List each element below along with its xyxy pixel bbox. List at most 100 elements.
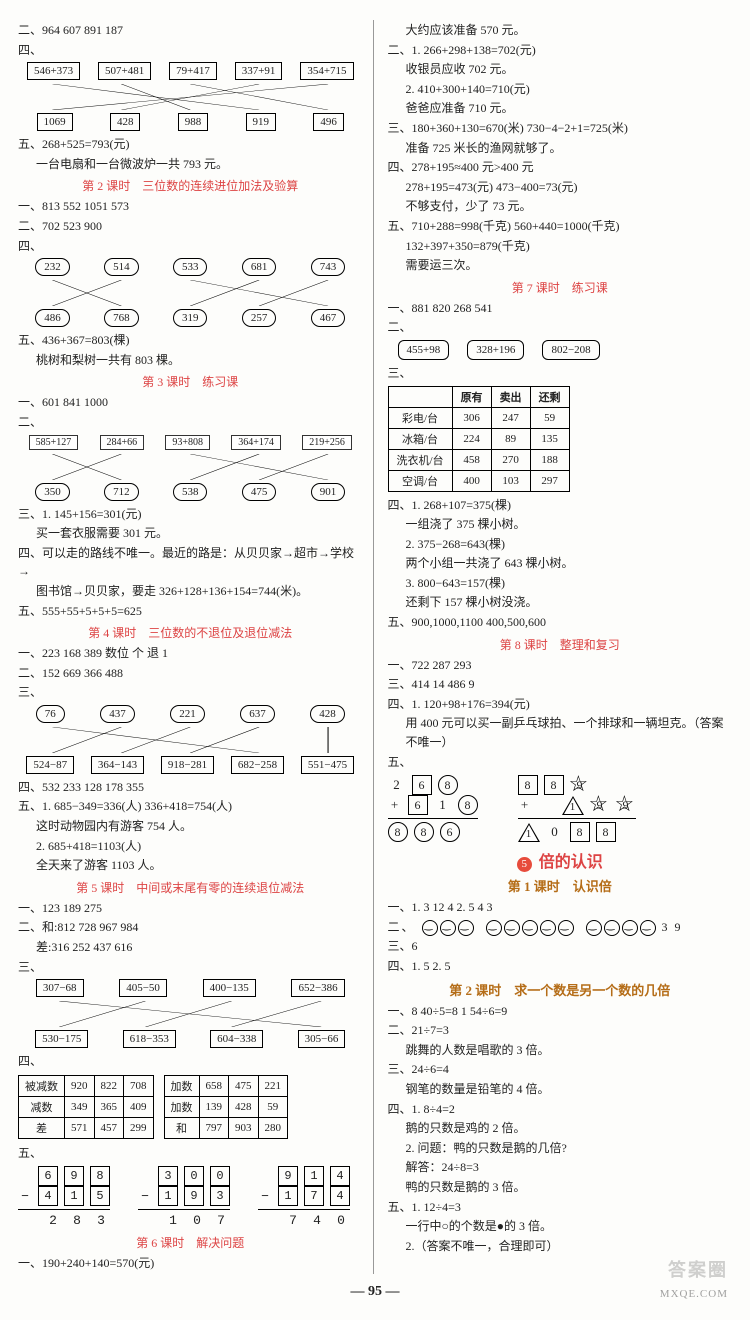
text: 鹅的只数是鸡的 2 倍。 — [388, 1119, 733, 1138]
lesson-heading: 第 2 课时 求一个数是另一个数的几倍 — [388, 980, 733, 999]
value-box: 496 — [313, 113, 344, 131]
label: 四、 — [18, 1052, 363, 1071]
value-box: 538 — [173, 483, 208, 501]
text: 鸭的只数是鹅的 3 倍。 — [388, 1178, 733, 1197]
text: 二、和:812 728 967 984 — [18, 918, 363, 937]
text: 五、710+288=998(千克) 560+440=1000(千克) — [388, 217, 733, 236]
value-box: 618−353 — [123, 1030, 176, 1048]
inventory-table: 原有卖出还剩彩电/台30624759冰箱/台22489135洗衣机/台45827… — [388, 386, 570, 492]
value-box: 428 — [310, 705, 345, 723]
text: 一、8 40÷5=8 1 54÷6=9 — [388, 1002, 733, 1021]
text: 买一套衣服需要 301 元。 — [18, 524, 363, 543]
text: 二、21÷7=3 — [388, 1021, 733, 1040]
label: 二、 — [388, 920, 416, 934]
match-lines — [18, 454, 363, 480]
value-box: 307−68 — [36, 979, 84, 997]
text: 二、152 669 366 488 — [18, 664, 363, 683]
smiley-row: 二、 3 9 — [388, 918, 733, 937]
value-box: 768 — [104, 309, 139, 327]
text: 两个小组一共浇了 643 棵小树。 — [388, 554, 733, 573]
text: 一、123 189 275 — [18, 899, 363, 918]
value-box: 475 — [242, 483, 277, 501]
text: 五、436+367=803(棵) — [18, 331, 363, 350]
text: 一、813 552 1051 573 — [18, 197, 363, 216]
value-box: 79+417 — [169, 62, 217, 80]
smiley-groups — [421, 920, 657, 934]
rounded-box: 802−208 — [542, 340, 599, 360]
watermark-url: MXQE.COM — [660, 1288, 728, 1300]
value-box: 437 — [100, 705, 135, 723]
value-box: 604−338 — [210, 1030, 263, 1048]
value-box: 507+481 — [98, 62, 151, 80]
text: 四、1. 5 2. 5 — [388, 957, 733, 976]
text: 桃树和梨树一共有 803 棵。 — [18, 351, 363, 370]
value-box: 682−258 — [231, 756, 284, 774]
balloon-row-top: 232514533681743 — [18, 258, 363, 276]
match-lines — [18, 280, 363, 306]
text: 2. 410+300+140=710(元) — [388, 80, 733, 99]
value-box: 93+808 — [165, 435, 210, 450]
text: 二、702 523 900 — [18, 217, 363, 236]
text: 不够支付，少了 73 元。 — [388, 197, 733, 216]
text: 四、1. 8÷4=2 — [388, 1100, 733, 1119]
animal-row-top: 307−68405−50400−135652−386 — [18, 979, 363, 997]
value-box: 428 — [110, 113, 141, 131]
value-box: 533 — [173, 258, 208, 276]
text: 需要运三次。 — [388, 256, 733, 275]
value-box: 257 — [242, 309, 277, 327]
text: 2. 375−268=643(棵) — [388, 535, 733, 554]
match-lines — [18, 1001, 363, 1027]
text: 三、414 14 486 9 — [388, 675, 733, 694]
text: 2. 685+418=1103(人) — [18, 837, 363, 856]
value-box: 988 — [178, 113, 209, 131]
value-box: 514 — [104, 258, 139, 276]
value-box: 637 — [240, 705, 275, 723]
label: 五、 — [18, 1144, 363, 1163]
rounded-box-row: 455+98 328+196 802−208 — [388, 340, 733, 360]
rounded-box: 455+98 — [398, 340, 450, 360]
ufo-row-top: 585+127284+6693+808364+174219+256 — [18, 435, 363, 450]
value-box: 76 — [36, 705, 65, 723]
label: 三、 — [18, 958, 363, 977]
text: 五、268+525=793(元) — [18, 135, 363, 154]
text: 四、532 233 128 178 355 — [18, 778, 363, 797]
text: 爸爸应准备 710 元。 — [388, 99, 733, 118]
label: 二、 — [18, 413, 363, 432]
animal-row-bottom: 530−175618−353604−338305−66 — [18, 1030, 363, 1048]
text: 钢笔的数量是铅笔的 4 倍。 — [388, 1080, 733, 1099]
value-box: 219+256 — [302, 435, 352, 450]
label: 四、 — [18, 237, 363, 256]
value-box: 1069 — [37, 113, 73, 131]
text: 五、1. 12÷4=3 — [388, 1198, 733, 1217]
table-subtraction: 被减数920822708减数349365409差571457299 — [18, 1075, 154, 1139]
lesson-heading: 第 4 课时 三位数的不退位及退位减法 — [18, 624, 363, 641]
text: 一组浇了 375 棵小树。 — [388, 515, 733, 534]
lesson-heading: 第 8 课时 整理和复习 — [388, 636, 733, 653]
lesson-heading: 第 3 课时 练习课 — [18, 373, 363, 390]
text: 四、可以走的路线不唯一。最近的路是：从贝贝家→超市→学校→ — [18, 544, 363, 581]
chapter-number-icon: 5 — [517, 857, 532, 872]
text: 这时动物园内有游客 754 人。 — [18, 817, 363, 836]
value-box: 405−50 — [119, 979, 167, 997]
rocket-row-top: 76437221637428 — [18, 705, 363, 723]
value-box: 305−66 — [298, 1030, 346, 1048]
text: 四、278+195≈400 元>400 元 — [388, 158, 733, 177]
text: 一、223 168 389 数位 个 退 1 — [18, 644, 363, 663]
text: 三、6 — [388, 937, 733, 956]
text: 还剩下 157 棵小树没浇。 — [388, 593, 733, 612]
value-box: 918−281 — [161, 756, 214, 774]
value-box: 354+715 — [300, 62, 353, 80]
value-box: 284+66 — [100, 435, 145, 450]
value-box: 712 — [104, 483, 139, 501]
text: 3. 800−643=157(棵) — [388, 574, 733, 593]
text: 3 9 — [662, 920, 683, 934]
value-box: 901 — [311, 483, 346, 501]
text: 大约应该准备 570 元。 — [388, 21, 733, 40]
chapter-heading: 5 倍的认识 — [388, 848, 733, 872]
page-number: 95 — [18, 1284, 732, 1300]
text: 四、1. 120+98+176=394(元) — [388, 695, 733, 714]
match-lines — [18, 84, 363, 110]
rounded-box: 328+196 — [467, 340, 524, 360]
text: 三、180+360+130=670(米) 730−4−2+1=725(米) — [388, 119, 733, 138]
lesson-heading: 第 1 课时 认识倍 — [388, 876, 733, 895]
